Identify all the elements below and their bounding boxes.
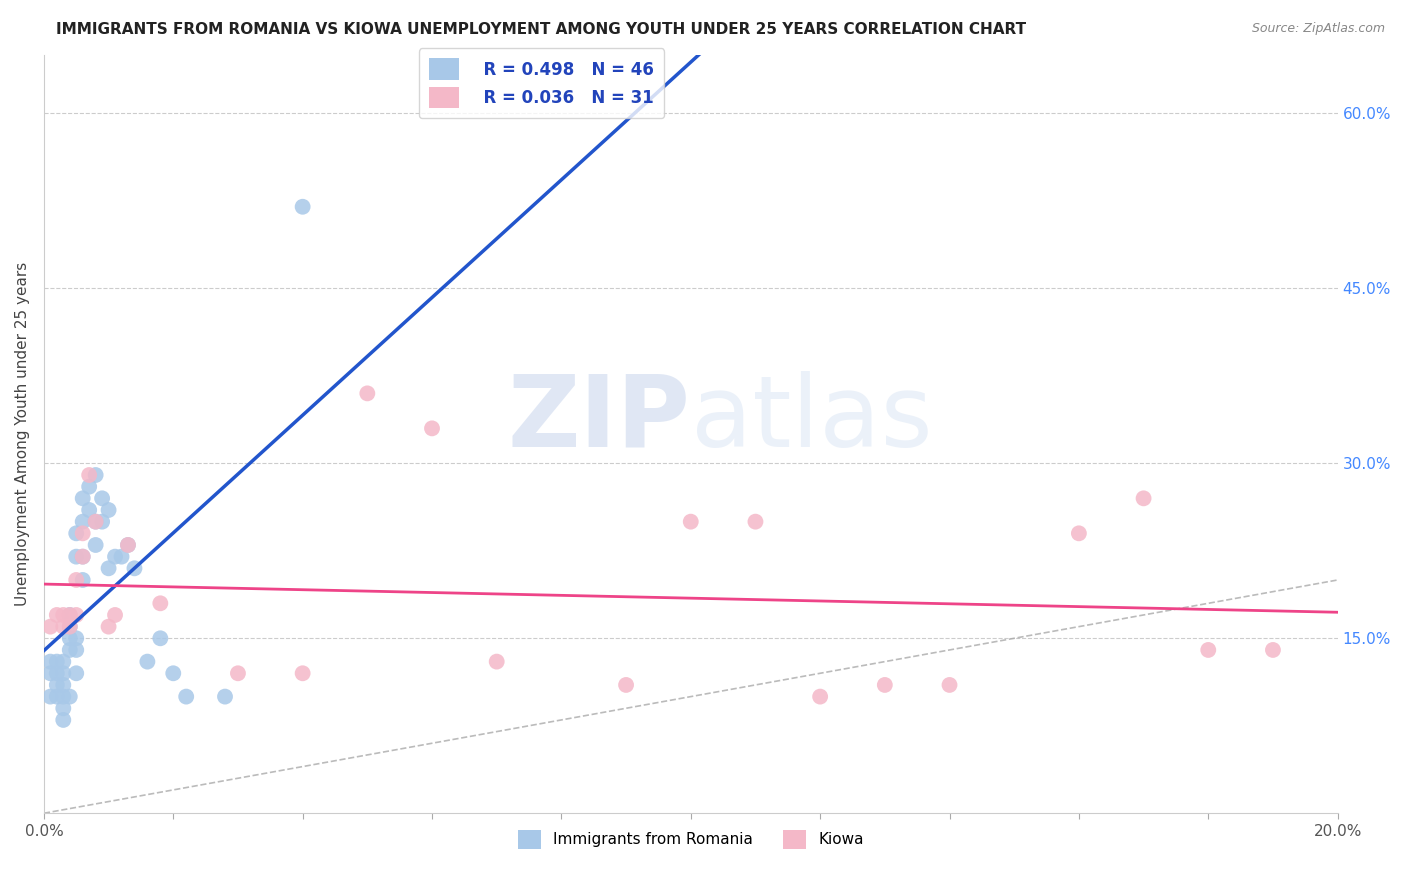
Point bbox=[65, 607, 87, 622]
Text: IMMIGRANTS FROM ROMANIA VS KIOWA UNEMPLOYMENT AMONG YOUTH UNDER 25 YEARS CORRELA: IMMIGRANTS FROM ROMANIA VS KIOWA UNEMPLO… bbox=[56, 22, 1026, 37]
Point bbox=[97, 561, 120, 575]
Point bbox=[39, 619, 62, 633]
Point bbox=[744, 515, 766, 529]
Point bbox=[808, 690, 831, 704]
Legend:   R = 0.498   N = 46,   R = 0.036   N = 31: R = 0.498 N = 46, R = 0.036 N = 31 bbox=[419, 48, 664, 118]
Point bbox=[52, 655, 75, 669]
Point bbox=[52, 666, 75, 681]
Point bbox=[1067, 526, 1090, 541]
Point bbox=[77, 480, 100, 494]
Point bbox=[52, 619, 75, 633]
Point bbox=[91, 491, 114, 506]
Point bbox=[84, 538, 107, 552]
Point bbox=[91, 515, 114, 529]
Point bbox=[72, 526, 94, 541]
Point bbox=[136, 655, 159, 669]
Point bbox=[72, 549, 94, 564]
Point bbox=[59, 632, 82, 646]
Point bbox=[39, 666, 62, 681]
Point bbox=[117, 538, 139, 552]
Point bbox=[52, 701, 75, 715]
Text: atlas: atlas bbox=[690, 370, 932, 467]
Point bbox=[65, 666, 87, 681]
Y-axis label: Unemployment Among Youth under 25 years: Unemployment Among Youth under 25 years bbox=[15, 262, 30, 607]
Legend: Immigrants from Romania, Kiowa: Immigrants from Romania, Kiowa bbox=[512, 824, 870, 855]
Point bbox=[356, 386, 378, 401]
Point bbox=[679, 515, 702, 529]
Point bbox=[39, 655, 62, 669]
Point bbox=[65, 573, 87, 587]
Point bbox=[97, 503, 120, 517]
Point bbox=[45, 655, 67, 669]
Point bbox=[59, 607, 82, 622]
Point bbox=[149, 632, 172, 646]
Point bbox=[52, 713, 75, 727]
Point bbox=[110, 549, 132, 564]
Point bbox=[52, 607, 75, 622]
Point bbox=[485, 655, 508, 669]
Point bbox=[45, 678, 67, 692]
Point bbox=[45, 607, 67, 622]
Point bbox=[72, 549, 94, 564]
Point bbox=[124, 561, 146, 575]
Point bbox=[59, 690, 82, 704]
Point bbox=[174, 690, 197, 704]
Point bbox=[65, 643, 87, 657]
Point bbox=[72, 491, 94, 506]
Point bbox=[84, 468, 107, 483]
Point bbox=[77, 503, 100, 517]
Point bbox=[1132, 491, 1154, 506]
Point bbox=[52, 690, 75, 704]
Point bbox=[72, 515, 94, 529]
Point bbox=[149, 596, 172, 610]
Point bbox=[873, 678, 896, 692]
Point bbox=[614, 678, 637, 692]
Point bbox=[226, 666, 249, 681]
Point bbox=[39, 690, 62, 704]
Point bbox=[97, 619, 120, 633]
Point bbox=[77, 468, 100, 483]
Text: ZIP: ZIP bbox=[508, 370, 690, 467]
Point bbox=[45, 690, 67, 704]
Point bbox=[65, 632, 87, 646]
Text: Source: ZipAtlas.com: Source: ZipAtlas.com bbox=[1251, 22, 1385, 36]
Point bbox=[59, 619, 82, 633]
Point bbox=[72, 573, 94, 587]
Point bbox=[1261, 643, 1284, 657]
Point bbox=[84, 515, 107, 529]
Point bbox=[104, 607, 127, 622]
Point bbox=[84, 515, 107, 529]
Point bbox=[938, 678, 960, 692]
Point bbox=[52, 678, 75, 692]
Point bbox=[291, 200, 314, 214]
Point bbox=[104, 549, 127, 564]
Point bbox=[117, 538, 139, 552]
Point bbox=[162, 666, 184, 681]
Point bbox=[291, 666, 314, 681]
Point bbox=[59, 607, 82, 622]
Point bbox=[59, 643, 82, 657]
Point bbox=[65, 526, 87, 541]
Point bbox=[59, 619, 82, 633]
Point bbox=[45, 666, 67, 681]
Point bbox=[1197, 643, 1219, 657]
Point bbox=[420, 421, 443, 435]
Point bbox=[214, 690, 236, 704]
Point bbox=[65, 549, 87, 564]
